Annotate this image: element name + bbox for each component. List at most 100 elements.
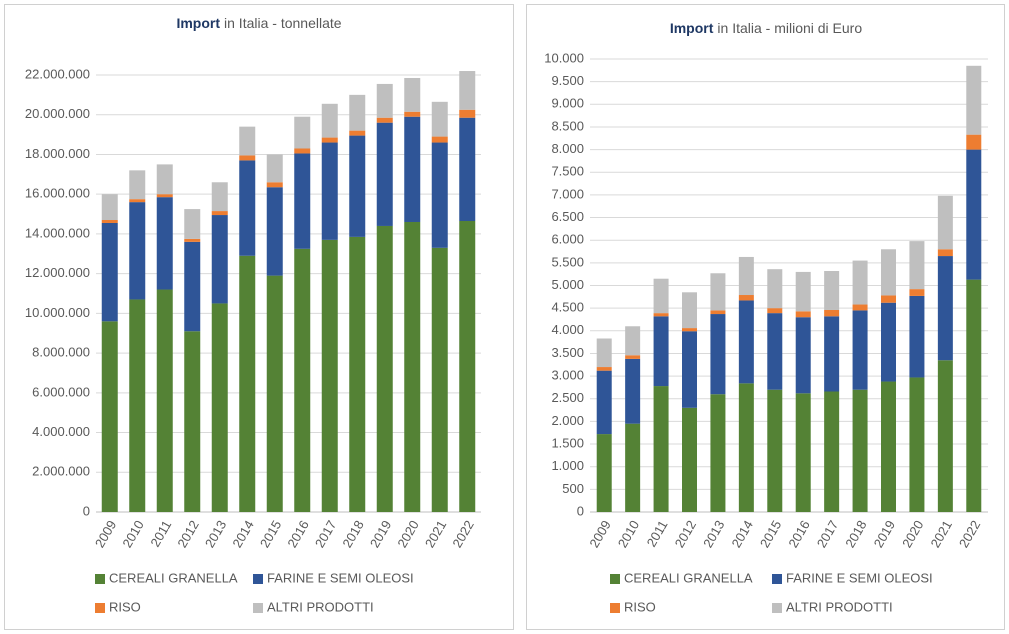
bar-segment <box>937 249 953 257</box>
bar-segment <box>266 275 283 512</box>
bar-segment <box>349 236 366 512</box>
bar-segment <box>266 187 283 276</box>
bar-segment <box>266 154 283 183</box>
bar-segment <box>795 317 811 394</box>
bar-segment <box>184 331 201 512</box>
bar-segment <box>653 313 669 317</box>
bar-segment <box>294 116 311 149</box>
legend-label: CEREALI GRANELLA <box>624 570 753 585</box>
bar-segment <box>101 220 118 223</box>
y-tick-label: 1.500 <box>551 435 584 450</box>
bar-segment <box>767 308 783 314</box>
bar-segment <box>266 182 283 188</box>
y-tick-label: 9.500 <box>551 73 584 88</box>
bar-segment <box>431 101 448 137</box>
bar-segment <box>909 289 925 296</box>
legend-swatch <box>610 603 620 613</box>
bar-segment <box>937 360 953 512</box>
bar-segment <box>431 247 448 512</box>
bar-segment <box>239 155 256 161</box>
bar-segment <box>101 321 118 512</box>
bar-segment <box>966 134 982 150</box>
y-tick-label: 8.000.000 <box>32 345 90 360</box>
bar-segment <box>321 239 338 513</box>
bar-segment <box>653 278 669 314</box>
y-tick-label: 5.500 <box>551 254 584 269</box>
legend-swatch <box>772 603 782 613</box>
y-tick-label: 5.000 <box>551 277 584 292</box>
y-tick-label: 0 <box>83 503 90 518</box>
bar-segment <box>881 381 896 512</box>
bar-segment <box>738 256 754 296</box>
bar-segment <box>349 130 366 136</box>
bar-segment <box>596 338 612 368</box>
y-tick-label: 14.000.000 <box>25 225 90 240</box>
bar-segment <box>239 126 256 156</box>
bar-segment <box>239 255 256 512</box>
bar-segment <box>321 142 338 240</box>
bar-segment <box>852 310 868 390</box>
bar-segment <box>211 215 228 304</box>
bar-segment <box>101 194 118 221</box>
y-tick-label: 7.500 <box>551 164 584 179</box>
bar-segment <box>881 249 896 296</box>
bar-segment <box>129 299 146 512</box>
y-tick-label: 4.000.000 <box>32 424 90 439</box>
legend-label: ALTRI PRODOTTI <box>267 599 374 614</box>
y-tick-label: 3.500 <box>551 345 584 360</box>
y-tick-label: 20.000.000 <box>25 106 90 121</box>
bar-segment <box>129 202 146 300</box>
bar-segment <box>294 248 311 512</box>
bar-segment <box>431 142 448 248</box>
bar-segment <box>596 434 612 512</box>
bar-segment <box>767 269 783 309</box>
bar-segment <box>653 386 669 512</box>
legend-swatch <box>95 603 105 613</box>
y-tick-label: 6.500 <box>551 209 584 224</box>
y-tick-label: 6.000.000 <box>32 384 90 399</box>
bar-segment <box>909 241 925 290</box>
bar-segment <box>795 271 811 312</box>
legend-label: FARINE E SEMI OLEOSI <box>267 570 414 585</box>
y-tick-label: 4.000 <box>551 322 584 337</box>
bar-segment <box>881 302 896 382</box>
bar-segment <box>682 407 697 512</box>
legend-swatch <box>253 574 263 584</box>
bar-segment <box>738 295 754 301</box>
y-tick-label: 2.000 <box>551 413 584 428</box>
legend-swatch <box>610 574 620 584</box>
bar-segment <box>211 182 228 212</box>
bar-segment <box>966 279 982 512</box>
bar-segment <box>596 367 612 371</box>
y-tick-label: 16.000.000 <box>25 186 90 201</box>
y-tick-label: 1.000 <box>551 458 584 473</box>
y-tick-label: 9.000 <box>551 96 584 111</box>
bar-segment <box>156 289 173 512</box>
bar-segment <box>937 195 953 250</box>
bar-segment <box>824 271 840 310</box>
bar-segment <box>909 377 925 512</box>
bar-segment <box>376 225 393 513</box>
bar-segment <box>937 256 953 361</box>
y-tick-label: 22.000.000 <box>25 66 90 81</box>
bar-segment <box>101 222 118 322</box>
bar-segment <box>795 393 811 512</box>
legend-label: RISO <box>109 599 141 614</box>
bar-segment <box>404 116 421 222</box>
bar-segment <box>738 383 754 512</box>
bar-segment <box>966 149 982 280</box>
bar-segment <box>376 83 393 118</box>
bar-segment <box>129 170 146 200</box>
bar-segment <box>710 394 726 512</box>
bar-segment <box>852 260 868 305</box>
y-tick-label: 2.000.000 <box>32 464 90 479</box>
legend-label: RISO <box>624 599 656 614</box>
bar-segment <box>824 309 840 317</box>
bar-segment <box>653 316 669 387</box>
legend-swatch <box>253 603 263 613</box>
bar-segment <box>376 117 393 123</box>
bar-segment <box>294 153 311 249</box>
bar-segment <box>376 122 393 226</box>
bar-segment <box>239 160 256 256</box>
